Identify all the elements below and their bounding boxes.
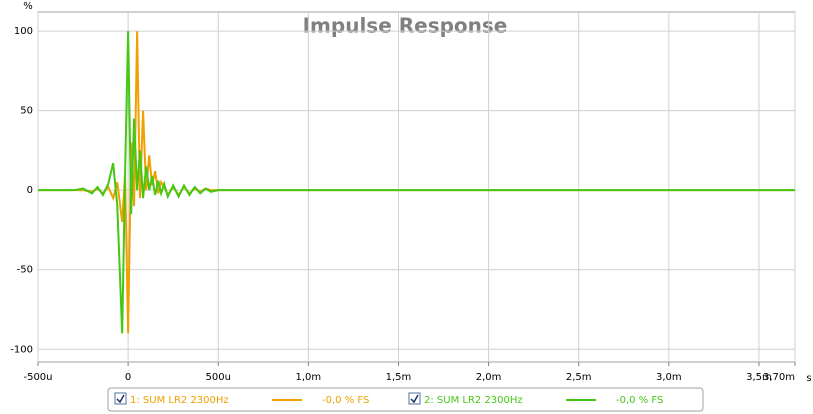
x-tick-label: 3,0m [656, 372, 682, 383]
x-tick-label: 3,70m [763, 372, 795, 383]
legend-check [410, 394, 419, 404]
legend-checkbox[interactable] [114, 392, 127, 405]
legend-value: -0,0 % FS [616, 395, 663, 406]
y-tick-label: 100 [14, 26, 33, 37]
y-tick-label: 50 [20, 106, 33, 117]
legend-check [116, 394, 125, 404]
legend [107, 387, 704, 412]
legend-name: 2: SUM LR2 2300Hz [424, 395, 523, 406]
x-unit: s [806, 373, 811, 384]
y-unit: % [23, 1, 33, 12]
y-tick-label: -50 [17, 265, 33, 276]
x-tick-label: 1,0m [296, 372, 322, 383]
legend-value: -0,0 % FS [322, 395, 369, 406]
x-tick-label: -500u [23, 372, 52, 383]
series-line [38, 31, 795, 334]
x-tick-label: 2,0m [476, 372, 502, 383]
x-tick-label: 0 [125, 372, 131, 383]
x-tick-label: 500u [206, 372, 231, 383]
plot-area [37, 11, 796, 363]
x-tick-label: 2,5m [566, 372, 592, 383]
x-tick-label: 1,5m [386, 372, 412, 383]
y-tick-label: -100 [10, 344, 33, 355]
series-line [38, 31, 795, 334]
x-tick-label: 3,5m [746, 372, 772, 383]
legend-name: 1: SUM LR2 2300Hz [130, 395, 229, 406]
chart-title: Impulse Response [303, 14, 508, 38]
y-tick-label: 0 [27, 185, 33, 196]
legend-checkbox[interactable] [408, 392, 421, 405]
